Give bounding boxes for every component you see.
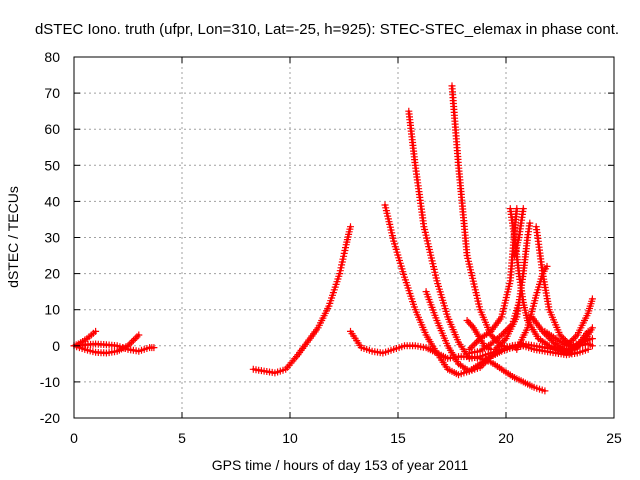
series-20 (552, 340, 596, 357)
x-axis-label: GPS time / hours of day 153 of year 2011 (212, 457, 469, 473)
x-tick-label: 20 (498, 430, 514, 446)
y-tick-label: 40 (44, 193, 60, 209)
data-point-plus (526, 219, 534, 227)
data-point-plus (588, 295, 596, 303)
y-axis-label: dSTEC / TECUs (5, 186, 21, 288)
data-point-plus (92, 327, 100, 335)
ticks: 0 5 10 15 20 25 -20 -10 0 10 20 30 40 50 60 70 80 (40, 49, 622, 446)
y-tick-label: -10 (40, 374, 60, 390)
series-12 (465, 205, 521, 353)
series-19 (541, 295, 596, 350)
data-point-plus (513, 205, 521, 213)
x-tick-label: 10 (282, 430, 298, 446)
chart-title: dSTEC Iono. truth (ufpr, Lon=310, Lat=-2… (35, 21, 619, 38)
y-tick-label: 50 (44, 157, 60, 173)
series-14 (491, 219, 534, 353)
series-15 (511, 205, 527, 259)
data-point-plus (588, 335, 596, 343)
data-point-plus (588, 342, 596, 350)
y-tick-label: 30 (44, 230, 60, 246)
y-tick-label: 80 (44, 49, 60, 65)
data-point-plus (511, 252, 519, 259)
series-17 (513, 262, 551, 353)
grid (74, 57, 614, 418)
series-layer (70, 82, 596, 395)
y-tick-label: 0 (52, 338, 60, 354)
series-3 (77, 340, 158, 355)
data-point-plus (543, 262, 551, 270)
y-tick-label: 20 (44, 266, 60, 282)
y-tick-label: 70 (44, 85, 60, 101)
x-tick-label: 15 (390, 430, 406, 446)
data-point-plus (135, 331, 143, 339)
y-tick-label: 10 (44, 302, 60, 318)
data-point-plus (347, 223, 354, 231)
x-tick-label: 0 (70, 430, 78, 446)
data-point-plus (588, 324, 596, 332)
data-point-plus (541, 387, 549, 395)
series-6 (381, 201, 527, 379)
x-tick-label: 25 (606, 430, 622, 446)
series-4 (249, 223, 354, 377)
y-tick-label: 60 (44, 121, 60, 137)
data-point-plus (150, 344, 158, 352)
y-tick-label: -20 (40, 410, 60, 426)
x-tick-label: 5 (178, 430, 186, 446)
